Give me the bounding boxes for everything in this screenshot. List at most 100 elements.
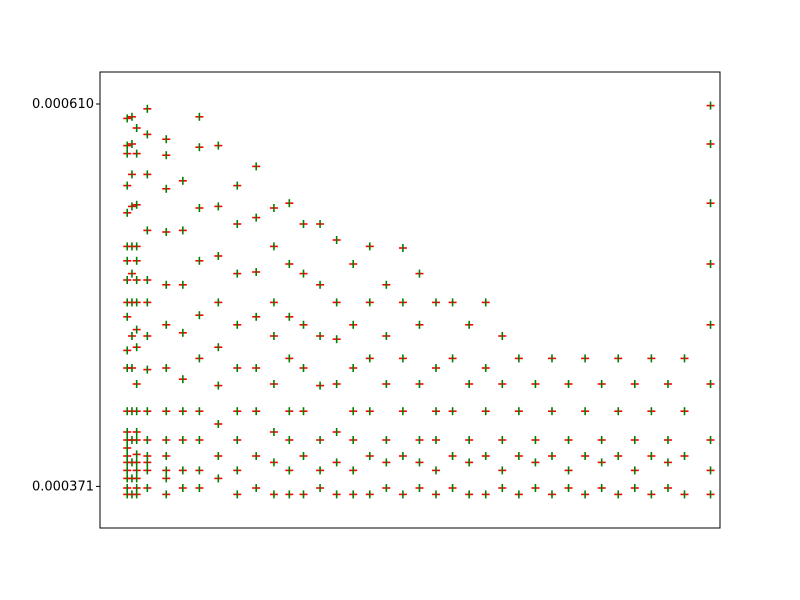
scatter-point	[465, 320, 474, 329]
scatter-point	[365, 298, 374, 307]
scatter-point	[706, 466, 715, 475]
scatter-point	[365, 242, 374, 251]
scatter-point	[564, 436, 573, 444]
scatter-point	[285, 490, 294, 499]
scatter-point	[299, 269, 308, 278]
scatter-point	[123, 466, 132, 475]
scatter-point	[195, 311, 204, 320]
scatter-point	[123, 452, 132, 460]
scatter-point	[481, 490, 490, 499]
scatter-point	[349, 364, 358, 372]
scatter-point	[706, 490, 715, 499]
scatter-point	[316, 332, 325, 340]
scatter-point	[432, 364, 441, 372]
scatter-point	[269, 332, 278, 340]
scatter-point	[481, 364, 490, 372]
scatter-point	[195, 484, 204, 492]
scatter-point	[214, 420, 223, 428]
scatter-point	[614, 452, 623, 460]
scatter-point	[123, 141, 132, 150]
scatter-point	[132, 242, 141, 251]
scatter-point	[398, 244, 407, 252]
scatter-point	[252, 268, 261, 276]
scatter-point	[415, 484, 424, 492]
scatter-point	[365, 354, 374, 363]
scatter-point	[123, 276, 132, 284]
scatter-point	[332, 428, 341, 436]
scatter-point	[706, 260, 715, 268]
scatter-point	[498, 484, 507, 492]
scatter-point	[132, 343, 141, 352]
scatter-point	[214, 474, 223, 483]
scatter-point	[162, 452, 171, 460]
scatter-point	[531, 484, 540, 492]
scatter-point	[214, 452, 223, 460]
scatter-point	[123, 114, 132, 123]
scatter-point	[415, 320, 424, 329]
scatter-point	[143, 104, 152, 113]
scatter-point	[332, 490, 341, 499]
scatter-point	[432, 436, 441, 444]
scatter-point	[143, 407, 152, 416]
scatter-point	[415, 436, 424, 444]
scatter-point	[162, 184, 171, 193]
scatter-point	[132, 474, 141, 483]
scatter-point	[269, 490, 278, 499]
scatter-point	[332, 335, 341, 344]
scatter-point	[132, 436, 141, 444]
scatter-point	[178, 436, 187, 444]
scatter-point	[252, 162, 261, 171]
scatter-point	[285, 260, 294, 268]
scatter-point	[233, 490, 242, 499]
y-tick-label: 0.000610	[32, 97, 94, 112]
scatter-point	[316, 220, 325, 228]
scatter-point	[398, 407, 407, 416]
scatter-point	[252, 484, 261, 492]
scatter-point	[123, 256, 132, 265]
scatter-point	[663, 484, 672, 492]
scatter-point	[630, 466, 639, 475]
scatter-point	[269, 204, 278, 212]
scatter-point	[316, 466, 325, 475]
scatter-point	[132, 325, 141, 334]
scatter-point	[349, 260, 358, 268]
scatter-point	[132, 380, 141, 388]
scatter-point	[233, 181, 242, 190]
scatter-point	[132, 458, 141, 467]
scatter-point	[415, 380, 424, 388]
scatter-point	[285, 354, 294, 363]
scatter-point	[706, 380, 715, 388]
scatter-point	[481, 452, 490, 460]
scatter-point	[132, 200, 141, 209]
scatter-point	[564, 484, 573, 492]
scatter-point	[214, 343, 223, 352]
scatter-point	[123, 484, 132, 492]
scatter-point	[195, 256, 204, 265]
scatter-point	[614, 490, 623, 499]
scatter-point	[498, 466, 507, 475]
scatter-point	[269, 298, 278, 307]
scatter-point	[123, 181, 132, 190]
scatter-point	[349, 490, 358, 499]
scatter-point	[514, 490, 523, 499]
scatter-point	[132, 484, 141, 492]
scatter-point	[706, 199, 715, 208]
scatter-point	[448, 484, 457, 492]
scatter-point	[233, 364, 242, 372]
scatter-point	[269, 380, 278, 388]
scatter-point	[465, 458, 474, 467]
scatter-point	[127, 112, 136, 121]
scatter-point	[252, 364, 261, 372]
scatter-point	[547, 354, 556, 363]
scatter-point	[398, 490, 407, 499]
scatter-point	[127, 170, 136, 179]
scatter-point	[132, 428, 141, 436]
scatter-point	[630, 380, 639, 388]
scatter-point	[195, 436, 204, 444]
scatter-point	[564, 466, 573, 475]
scatter-point	[365, 407, 374, 416]
scatter-point	[132, 124, 141, 132]
scatter-point	[663, 436, 672, 444]
scatter-point	[178, 466, 187, 475]
scatter-point	[382, 436, 391, 444]
